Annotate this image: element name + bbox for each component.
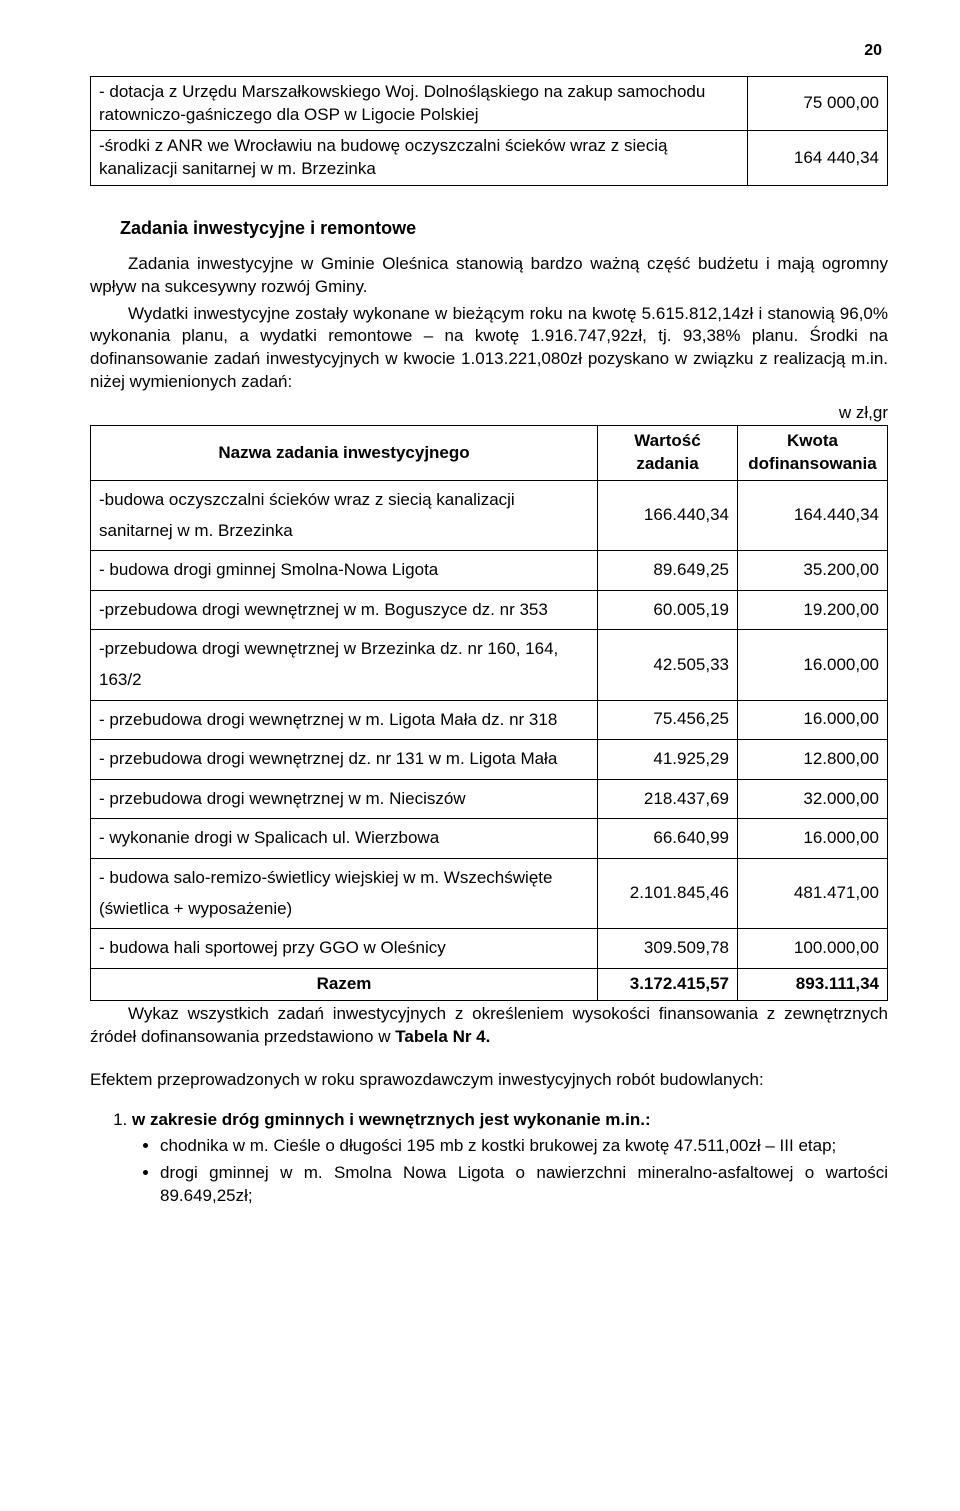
inv-row-value: 75.456,25 (598, 700, 738, 740)
inv-row-name: - budowa salo-remizo-świetlicy wiejskiej… (91, 859, 598, 929)
inv-row-name: - przebudowa drogi wewnętrznej w m. Ligo… (91, 700, 598, 740)
table-row: - budowa drogi gminnej Smolna-Nowa Ligot… (91, 551, 888, 591)
top-row-amount: 75 000,00 (748, 76, 888, 131)
inv-header-value: Wartość zadania (598, 426, 738, 481)
inv-row-name: -przebudowa drogi wewnętrznej w m. Bogus… (91, 590, 598, 630)
list-item: drogi gminnej w m. Smolna Nowa Ligota o … (160, 1162, 888, 1208)
table-row: -budowa oczyszczalni ścieków wraz z siec… (91, 481, 888, 551)
inv-row-value: 2.101.845,46 (598, 859, 738, 929)
totals-kwota: 893.111,34 (738, 968, 888, 1000)
top-row-amount: 164 440,34 (748, 131, 888, 186)
numbered-list: w zakresie dróg gminnych i wewnętrznych … (90, 1109, 888, 1209)
table-row: - przebudowa drogi wewnętrznej dz. nr 13… (91, 740, 888, 780)
bullet-list: chodnika w m. Cieśle o długości 195 mb z… (132, 1135, 888, 1208)
table-row: -przebudowa drogi wewnętrznej w Brzezink… (91, 630, 888, 700)
paragraph-1: Zadania inwestycyjne w Gminie Oleśnica s… (90, 253, 888, 299)
inv-header-name: Nazwa zadania inwestycyjnego (91, 426, 598, 481)
inv-row-name: - przebudowa drogi wewnętrznej dz. nr 13… (91, 740, 598, 780)
table-row: - przebudowa drogi wewnętrznej w m. Ligo… (91, 700, 888, 740)
inv-row-kwota: 16.000,00 (738, 700, 888, 740)
inv-row-name: - budowa drogi gminnej Smolna-Nowa Ligot… (91, 551, 598, 591)
inv-row-kwota: 100.000,00 (738, 929, 888, 969)
section-heading: Zadania inwestycyjne i remontowe (120, 216, 888, 240)
inv-row-kwota: 35.200,00 (738, 551, 888, 591)
inv-row-value: 166.440,34 (598, 481, 738, 551)
effects-paragraph: Efektem przeprowadzonych w roku sprawozd… (90, 1069, 888, 1092)
top-table: - dotacja z Urzędu Marszałkowskiego Woj.… (90, 76, 888, 187)
table-row: -przebudowa drogi wewnętrznej w m. Bogus… (91, 590, 888, 630)
page-number: 20 (90, 40, 888, 62)
after-paragraph: Wykaz wszystkich zadań inwestycyjnych z … (90, 1003, 888, 1049)
inv-row-kwota: 12.800,00 (738, 740, 888, 780)
after-para-bold: Tabela Nr 4. (395, 1027, 490, 1046)
inv-row-kwota: 19.200,00 (738, 590, 888, 630)
totals-row: Razem3.172.415,57893.111,34 (91, 968, 888, 1000)
inv-row-value: 309.509,78 (598, 929, 738, 969)
inv-row-kwota: 164.440,34 (738, 481, 888, 551)
inv-row-name: -przebudowa drogi wewnętrznej w Brzezink… (91, 630, 598, 700)
inv-row-kwota: 16.000,00 (738, 819, 888, 859)
currency-label: w zł,gr (839, 403, 888, 422)
inv-row-value: 41.925,29 (598, 740, 738, 780)
inv-row-value: 42.505,33 (598, 630, 738, 700)
numbered-item-1-text: w zakresie dróg gminnych i wewnętrznych … (132, 1110, 651, 1129)
inv-header-kwota: Kwota dofinansowania (738, 426, 888, 481)
inv-row-name: -budowa oczyszczalni ścieków wraz z siec… (91, 481, 598, 551)
inv-row-value: 89.649,25 (598, 551, 738, 591)
inv-row-name: - wykonanie drogi w Spalicach ul. Wierzb… (91, 819, 598, 859)
inv-row-kwota: 481.471,00 (738, 859, 888, 929)
top-row-desc: -środki z ANR we Wrocławiu na budowę ocz… (91, 131, 748, 186)
investment-table: Nazwa zadania inwestycyjnego Wartość zad… (90, 425, 888, 1001)
inv-row-value: 218.437,69 (598, 779, 738, 819)
inv-row-value: 66.640,99 (598, 819, 738, 859)
inv-row-kwota: 16.000,00 (738, 630, 888, 700)
list-item: chodnika w m. Cieśle o długości 195 mb z… (160, 1135, 888, 1158)
table-row: - budowa hali sportowej przy GGO w Oleśn… (91, 929, 888, 969)
inv-row-kwota: 32.000,00 (738, 779, 888, 819)
top-row-desc: - dotacja z Urzędu Marszałkowskiego Woj.… (91, 76, 748, 131)
totals-value: 3.172.415,57 (598, 968, 738, 1000)
table-row: - przebudowa drogi wewnętrznej w m. Niec… (91, 779, 888, 819)
table-row: - budowa salo-remizo-świetlicy wiejskiej… (91, 859, 888, 929)
inv-row-value: 60.005,19 (598, 590, 738, 630)
inv-row-name: - budowa hali sportowej przy GGO w Oleśn… (91, 929, 598, 969)
numbered-item-1: w zakresie dróg gminnych i wewnętrznych … (132, 1109, 888, 1209)
inv-row-name: - przebudowa drogi wewnętrznej w m. Niec… (91, 779, 598, 819)
table-row: - wykonanie drogi w Spalicach ul. Wierzb… (91, 819, 888, 859)
totals-label: Razem (91, 968, 598, 1000)
paragraph-2: Wydatki inwestycyjne zostały wykonane w … (90, 303, 888, 395)
